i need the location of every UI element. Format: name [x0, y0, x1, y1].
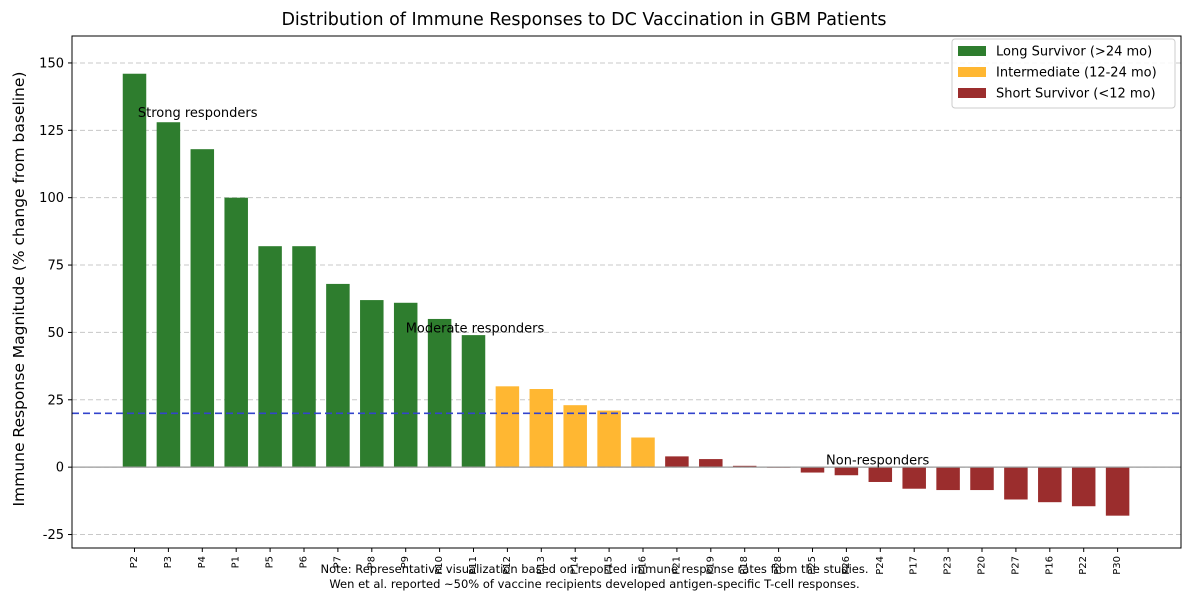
x-tick-label: P1 [231, 556, 242, 568]
x-tick-label: P12 [502, 556, 513, 575]
x-tick-label: P26 [841, 556, 852, 575]
x-tick-label: P2 [129, 556, 140, 568]
bar [665, 456, 689, 468]
y-tick-label: 50 [47, 326, 64, 341]
x-tick-label: P27 [1010, 556, 1021, 575]
x-tick-label: P13 [536, 556, 547, 575]
bar [902, 467, 926, 489]
legend-box [951, 38, 1176, 109]
bar [699, 459, 723, 468]
x-tick-label: P10 [434, 556, 445, 575]
bar [258, 246, 282, 468]
x-tick-label: P21 [671, 556, 682, 575]
y-tick-label: 100 [39, 191, 64, 206]
legend-label: Short Survivor (<12 mo) [996, 87, 1156, 102]
bar [597, 410, 621, 468]
bar [156, 122, 181, 468]
legend-swatch [958, 88, 986, 98]
plot-frame [71, 35, 1182, 549]
x-tick-label: P23 [943, 556, 954, 575]
x-tick-label: P24 [875, 556, 886, 575]
annotations: Strong responders Moderate responders Non-… [138, 106, 930, 469]
reference-lines [72, 412, 1181, 468]
annotation-label: Strong responders [138, 106, 258, 121]
x-tick-label: P14 [570, 556, 581, 575]
bar [970, 467, 994, 491]
x-tick-label: P8 [366, 556, 377, 568]
legend-label: Intermediate (12-24 mo) [996, 66, 1157, 81]
y-tick-label: 125 [39, 124, 64, 139]
bar [529, 389, 554, 468]
x-tick-label: P25 [807, 556, 818, 575]
bar [732, 465, 757, 468]
annotation-label: Non-responders [826, 453, 929, 468]
bar [461, 335, 486, 468]
x-tick-label: P18 [739, 556, 750, 575]
bar [292, 246, 316, 468]
x-tick-label: P16 [1044, 556, 1055, 575]
bar [326, 283, 350, 468]
x-tick-label: P3 [163, 556, 174, 568]
bar [1038, 467, 1062, 503]
bar [224, 197, 248, 468]
y-axis-ticks: -25 0 25 50 75 100 125 150 [39, 56, 72, 543]
x-tick-label: P15 [604, 556, 615, 575]
footnote-line-1: Note: Representative visualization based… [320, 562, 869, 576]
bar [393, 302, 418, 468]
bar [360, 300, 384, 468]
legend-label: Long Survivor (>24 mo) [996, 45, 1152, 60]
x-tick-label: P28 [773, 556, 784, 575]
bar [936, 467, 960, 491]
x-tick-label: P16 [638, 556, 649, 575]
bar [800, 467, 825, 473]
x-tick-label: P6 [299, 556, 310, 568]
x-tick-label: P7 [332, 556, 343, 568]
x-tick-label: P19 [705, 556, 716, 575]
bar [834, 467, 859, 476]
bar [495, 386, 520, 468]
bar [427, 318, 452, 468]
bar [1004, 467, 1028, 500]
y-tick-label: -25 [43, 528, 64, 543]
bar [122, 73, 147, 468]
x-tick-label: P11 [468, 556, 479, 575]
x-tick-label: P30 [1112, 556, 1123, 575]
legend: Long Survivor (>24 mo) Intermediate (12-2… [951, 38, 1176, 109]
bar [631, 437, 655, 468]
chart-title: Distribution of Immune Responses to DC V… [281, 10, 886, 30]
x-tick-label: P22 [1078, 556, 1089, 575]
x-tick-label: P4 [197, 556, 208, 568]
y-tick-label: 75 [47, 259, 64, 274]
x-tick-label: P17 [909, 556, 920, 575]
x-axis-ticks: P2 P3 P4 P1 P5 P6 P7 P8 P9 P10 P11 P12 P13 P14 P15 P16 P… [129, 548, 1123, 575]
bar [1105, 467, 1130, 516]
x-tick-label: P5 [265, 556, 276, 568]
x-tick-label: P9 [400, 556, 411, 568]
bar [1071, 467, 1096, 507]
annotation-label: Moderate responders [406, 321, 545, 336]
x-tick-label: P20 [977, 556, 988, 575]
legend-swatch [958, 67, 986, 77]
bar [190, 149, 215, 468]
bars-group [122, 73, 1130, 516]
legend-swatch [958, 46, 986, 56]
footnote-line-2: Wen et al. reported ~50% of vaccine reci… [329, 577, 860, 591]
bar [868, 467, 893, 482]
y-axis-label: Immune Response Magnitude (% change from… [10, 72, 28, 507]
y-tick-label: 25 [47, 393, 64, 408]
y-tick-label: 0 [56, 461, 64, 476]
y-tick-label: 150 [39, 56, 64, 71]
bar [563, 405, 587, 468]
